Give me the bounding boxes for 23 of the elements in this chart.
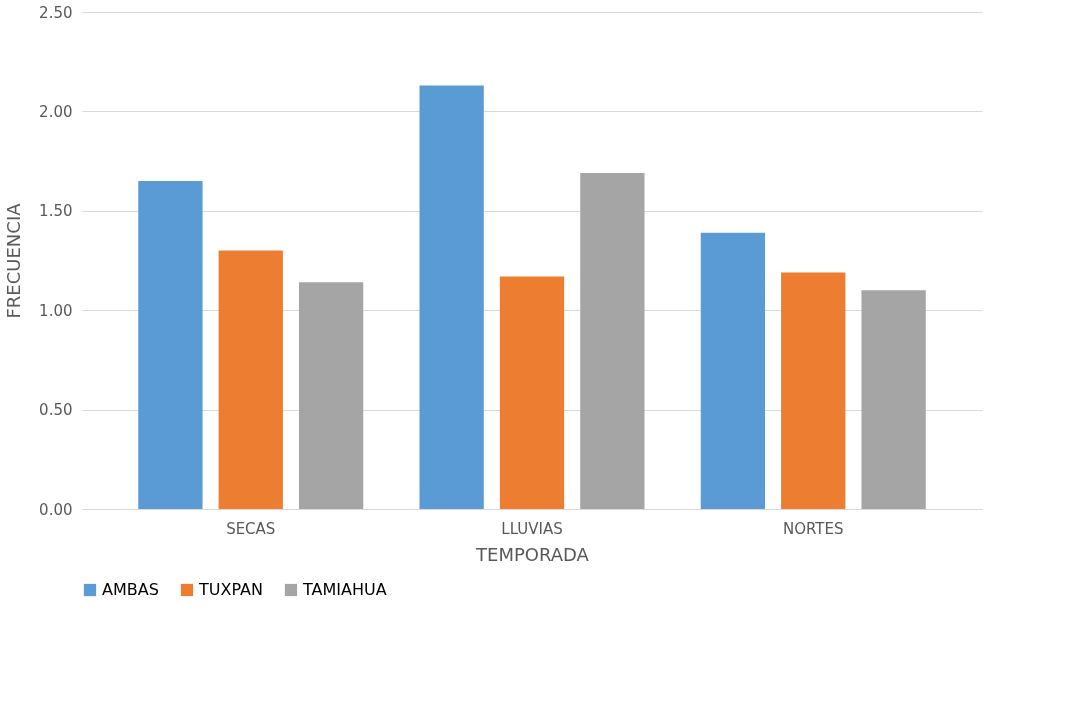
bar <box>138 180 203 509</box>
y-tick-label: 0.00 <box>39 500 73 519</box>
x-tick-label: LLUVIAS <box>501 519 563 538</box>
y-tick-label: 2.50 <box>39 3 73 22</box>
legend-label: AMBAS <box>102 580 159 599</box>
x-tick-label: SECAS <box>226 519 276 538</box>
bar <box>419 85 484 509</box>
bar <box>700 232 766 509</box>
x-axis-title: TEMPORADA <box>475 543 590 565</box>
y-tick-label: 1.50 <box>39 202 73 221</box>
y-axis-title: FRECUENCIA <box>3 202 25 319</box>
bar <box>218 250 283 509</box>
bar <box>499 276 565 509</box>
bar <box>298 282 364 509</box>
x-tick-label: NORTES <box>782 519 844 538</box>
y-tick-label: 0.50 <box>39 401 73 420</box>
bar <box>781 272 846 509</box>
legend-label: TAMIAHUA <box>302 580 387 599</box>
bar <box>861 290 926 509</box>
y-tick-label: 2.00 <box>39 102 73 121</box>
bar <box>580 173 645 509</box>
y-tick-label: 1.00 <box>39 301 73 320</box>
legend-label: TUXPAN <box>198 580 263 599</box>
